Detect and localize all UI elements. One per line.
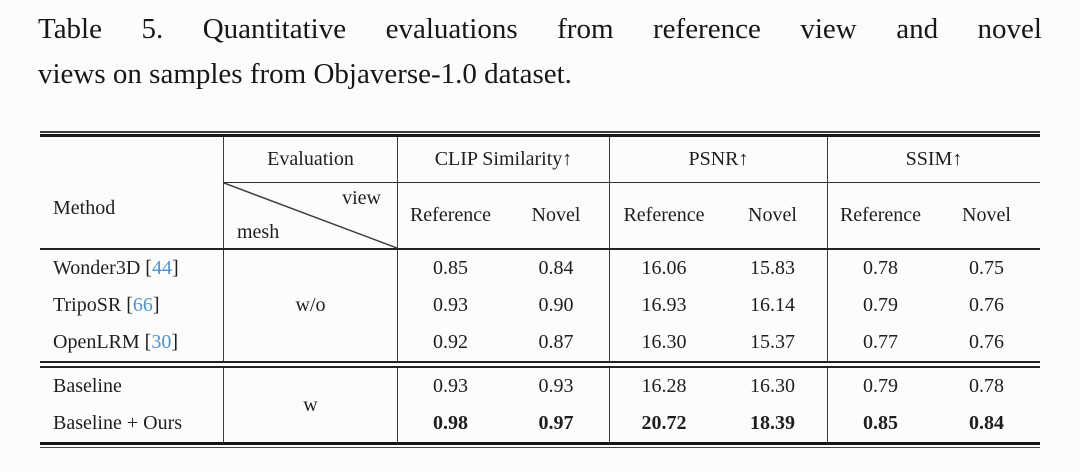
value-cell-best: 0.98 [397,405,503,442]
value-cell: 0.78 [827,250,933,287]
value-cell: 16.93 [609,287,718,324]
table-bottom-rule [40,442,1040,448]
value-cell-best: 0.97 [538,412,574,434]
method-label: Wonder3D [53,257,141,279]
results-table: Method Evaluation CLIP Similarity↑ PSNR↑… [40,131,1040,448]
citation-bracket: [ [140,257,152,279]
section-separator-rule [40,361,1040,368]
citation-link[interactable]: 30 [151,331,172,353]
value-cell: 16.28 [609,368,718,405]
value-cell: 0.93 [397,368,503,405]
value-cell-best: 20.72 [609,405,718,442]
value-cell: 16.14 [750,294,795,316]
method-label: Baseline [53,375,122,397]
citation-bracket: ] [171,257,179,279]
method-cell-baseline: Baseline [40,368,223,405]
diagonal-view-label: view [342,187,381,209]
subheader-ssim-reference: Reference [827,183,933,248]
value-cell: 0.75 [969,257,1004,279]
value-cell: 0.87 [538,331,574,353]
header-body-rule [40,248,1040,250]
col-header-ssim: SSIM↑ [827,137,1040,183]
value-cell: 0.78 [969,375,1004,397]
col-header-evaluation: Evaluation [223,137,397,183]
subheader-psnr-novel: Novel [748,204,797,226]
subheader-psnr-reference: Reference [609,183,718,248]
citation-link[interactable]: 44 [151,257,172,279]
method-label: TripoSR [53,294,122,316]
value-cell: 15.37 [750,331,795,353]
caption-table-number: Table 5. [38,13,164,45]
value-cell: 16.06 [609,250,718,287]
caption-text: Quantitative evaluations from reference … [202,13,1042,45]
method-label: OpenLRM [53,331,140,353]
value-cell: 0.76 [969,294,1004,316]
subheader-ssim-novel: Novel [962,204,1011,226]
method-cell-wonder3d: Wonder3D [44] [40,250,223,287]
mesh-cell-without: w/o [223,250,397,361]
value-cell: 0.93 [397,287,503,324]
caption-line-2: views on samples from Objaverse-1.0 data… [38,58,572,90]
diagonal-mesh-label: mesh [237,221,280,243]
caption-line-1: Table 5. Quantitative evaluations from r… [38,7,1042,52]
method-cell-baseline-ours: Baseline + Ours [40,405,223,442]
table-caption: Table 5. Quantitative evaluations from r… [38,7,1042,97]
value-cell: 0.84 [538,257,574,279]
method-cell-triposr: TripoSR [66] [40,287,223,324]
mesh-view-diagonal-cell: view mesh [223,183,397,248]
value-cell: 0.85 [397,250,503,287]
value-cell: 0.76 [969,331,1004,353]
citation-bracket: ] [171,331,179,353]
col-header-clip-similarity: CLIP Similarity↑ [397,137,609,183]
method-label: Baseline + Ours [53,412,183,434]
value-cell: 15.83 [750,257,795,279]
mesh-cell-with: w [223,368,397,442]
value-cell: 0.92 [397,324,503,361]
value-cell-best: 0.84 [969,412,1004,434]
method-cell-openlrm: OpenLRM [30] [40,324,223,361]
value-cell: 0.79 [827,368,933,405]
value-cell: 16.30 [750,375,795,397]
value-cell-best: 18.39 [750,412,795,434]
value-cell: 0.77 [827,324,933,361]
subheader-clip-novel: Novel [531,204,581,226]
citation-bracket: [ [139,331,152,353]
col-header-method: Method [53,196,116,219]
diagonal-line [224,183,397,248]
value-cell: 0.90 [538,294,574,316]
table-top-rule [40,131,1040,137]
citation-bracket: ] [152,294,160,316]
subheader-clip-reference: Reference [397,183,503,248]
value-cell: 0.79 [827,287,933,324]
value-cell: 0.93 [538,375,574,397]
citation-link[interactable]: 66 [132,294,153,316]
value-cell-best: 0.85 [827,405,933,442]
value-cell: 16.30 [609,324,718,361]
col-header-psnr: PSNR↑ [609,137,827,183]
citation-bracket: [ [121,294,133,316]
